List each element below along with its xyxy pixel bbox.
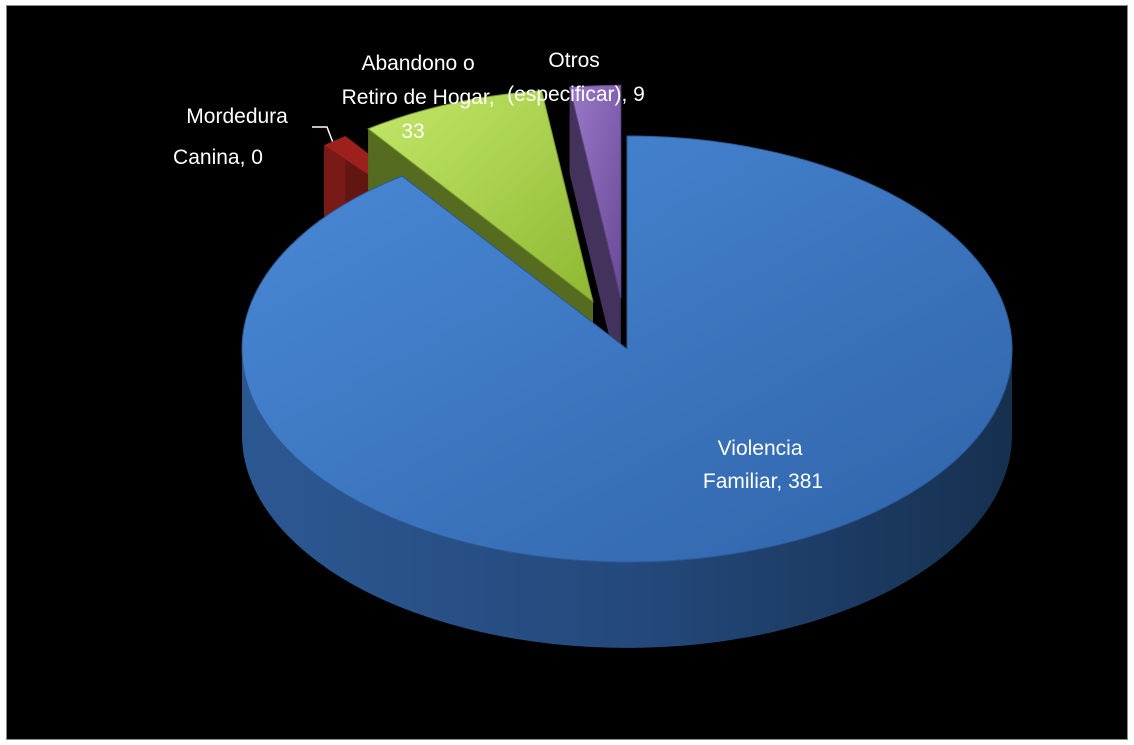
label-mordedura-canina: Mordedura Canina, 0 bbox=[173, 105, 294, 169]
pie-chart: Violencia Familiar, 381 Mordedura Canina… bbox=[173, 49, 1013, 648]
label-abandono-retiro-hogar: Abandono o Retiro de Hogar, 33 bbox=[342, 52, 501, 143]
chart-area: Violencia Familiar, 381 Mordedura Canina… bbox=[6, 5, 1128, 740]
pie-slice-violencia-familiar bbox=[241, 135, 1013, 648]
leader-line-mordedura-canina bbox=[312, 126, 334, 142]
label-violencia-familiar: Violencia Familiar, 381 bbox=[703, 437, 823, 493]
pie-slice-otros-especificar bbox=[568, 84, 622, 385]
label-otros-especificar: Otros (especificar), 9 bbox=[507, 49, 645, 106]
